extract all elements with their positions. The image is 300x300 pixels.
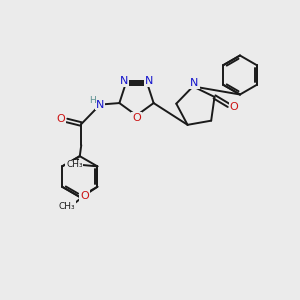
Text: CH₃: CH₃ — [66, 160, 83, 169]
Text: N: N — [190, 78, 199, 88]
Text: N: N — [96, 100, 104, 110]
Text: O: O — [132, 113, 141, 123]
Text: H: H — [89, 97, 96, 106]
Text: O: O — [230, 102, 239, 112]
Text: N: N — [120, 76, 129, 86]
Text: O: O — [80, 191, 89, 201]
Text: CH₃: CH₃ — [58, 202, 75, 211]
Text: O: O — [56, 114, 65, 124]
Text: N: N — [144, 76, 153, 86]
